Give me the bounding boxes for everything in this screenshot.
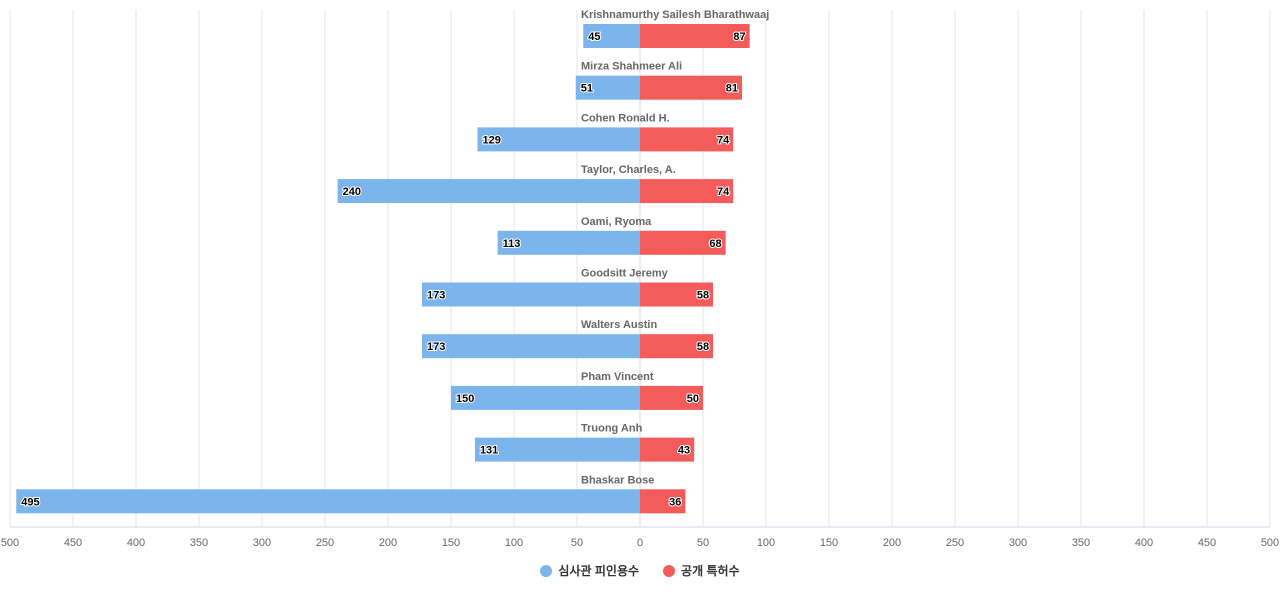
legend-label-series-1: 공개 특허수 (681, 564, 740, 578)
data-label-series-0: 240 (343, 186, 361, 198)
data-label-series-0: 150 (456, 393, 474, 405)
bar-series-1 (640, 127, 734, 152)
data-label-series-0: 495 (21, 496, 39, 508)
legend-item-series-1[interactable]: 공개 특허수 (663, 562, 740, 579)
x-tick-label: 200 (883, 537, 901, 549)
data-label-series-0: 173 (427, 341, 445, 353)
data-label-series-1: 74 (717, 186, 730, 198)
x-tick-label: 300 (253, 537, 271, 549)
data-label-series-1: 74 (717, 134, 730, 146)
bar-series-1 (640, 282, 714, 307)
category-label: Truong Anh (581, 423, 643, 435)
legend-marker-series-0 (540, 564, 553, 577)
bar-series-1 (640, 437, 695, 462)
category-label: Walters Austin (581, 319, 657, 331)
data-label-series-1: 58 (697, 290, 709, 302)
x-tick-label: 50 (571, 537, 583, 549)
x-tick-label: 200 (379, 537, 397, 549)
x-tick-label: 300 (1009, 537, 1027, 549)
bar-series-0 (337, 179, 640, 204)
x-tick-label: 450 (1198, 537, 1216, 549)
category-label: Taylor, Charles, A. (581, 164, 676, 176)
bar-series-0 (16, 489, 641, 514)
bar-series-0 (497, 230, 640, 255)
data-label-series-1: 50 (687, 393, 699, 405)
category-label: Bhaskar Bose (581, 474, 654, 486)
bar-series-0 (583, 24, 640, 48)
data-label-series-0: 45 (588, 31, 600, 43)
legend-label-series-0: 심사관 피인용수 (558, 564, 640, 578)
x-tick-label: 500 (1261, 537, 1279, 549)
x-tick-label: 100 (505, 537, 523, 549)
bar-series-0 (451, 385, 640, 410)
x-tick-label: 350 (1072, 537, 1090, 549)
x-tick-label: 100 (757, 537, 775, 549)
x-tick-label: 150 (442, 537, 460, 549)
data-label-series-1: 68 (709, 238, 721, 250)
x-tick-label: 400 (127, 537, 145, 549)
bar-series-1 (640, 385, 703, 410)
legend-item-series-0[interactable]: 심사관 피인용수 (540, 562, 639, 579)
category-label: Cohen Ronald H. (581, 112, 670, 124)
data-label-series-0: 113 (503, 238, 521, 250)
category-label: Krishnamurthy Sailesh Bharathwaaj (581, 9, 769, 21)
bar-series-0 (575, 75, 640, 100)
x-tick-label: 150 (820, 537, 838, 549)
bar-series-0 (422, 282, 640, 307)
data-label-series-1: 81 (726, 83, 738, 95)
bar-series-1 (640, 230, 726, 255)
data-label-series-1: 58 (697, 341, 709, 353)
data-label-series-1: 43 (678, 445, 690, 457)
x-tick-label: 50 (697, 537, 709, 549)
x-tick-label: 400 (1135, 537, 1153, 549)
x-tick-label: 350 (190, 537, 208, 549)
bar-series-1 (640, 75, 743, 100)
bar-series-1 (640, 24, 750, 48)
x-tick-label: 250 (316, 537, 334, 549)
data-label-series-1: 36 (669, 496, 681, 508)
bar-series-0 (422, 334, 640, 359)
legend-marker-series-1 (663, 564, 676, 577)
category-label: Mirza Shahmeer Ali (581, 61, 682, 73)
data-label-series-0: 131 (480, 445, 498, 457)
bar-series-1 (640, 334, 714, 359)
category-label: Oami, Ryoma (581, 216, 652, 228)
data-label-series-0: 129 (482, 134, 500, 146)
bar-series-0 (477, 127, 640, 152)
x-tick-label: 0 (637, 537, 643, 549)
bar-series-1 (640, 179, 734, 204)
data-label-series-0: 51 (581, 83, 593, 95)
bar-series-1 (640, 489, 686, 514)
x-tick-label: 500 (1, 537, 19, 549)
category-label: Pham Vincent (581, 371, 654, 383)
category-label: Goodsitt Jeremy (581, 268, 669, 280)
bar-series-0 (474, 437, 640, 462)
x-tick-label: 250 (946, 537, 964, 549)
legend: 심사관 피인용수 공개 특허수 (0, 562, 1280, 579)
x-tick-label: 450 (64, 537, 82, 549)
data-label-series-1: 87 (733, 31, 745, 43)
data-label-series-0: 173 (427, 290, 445, 302)
